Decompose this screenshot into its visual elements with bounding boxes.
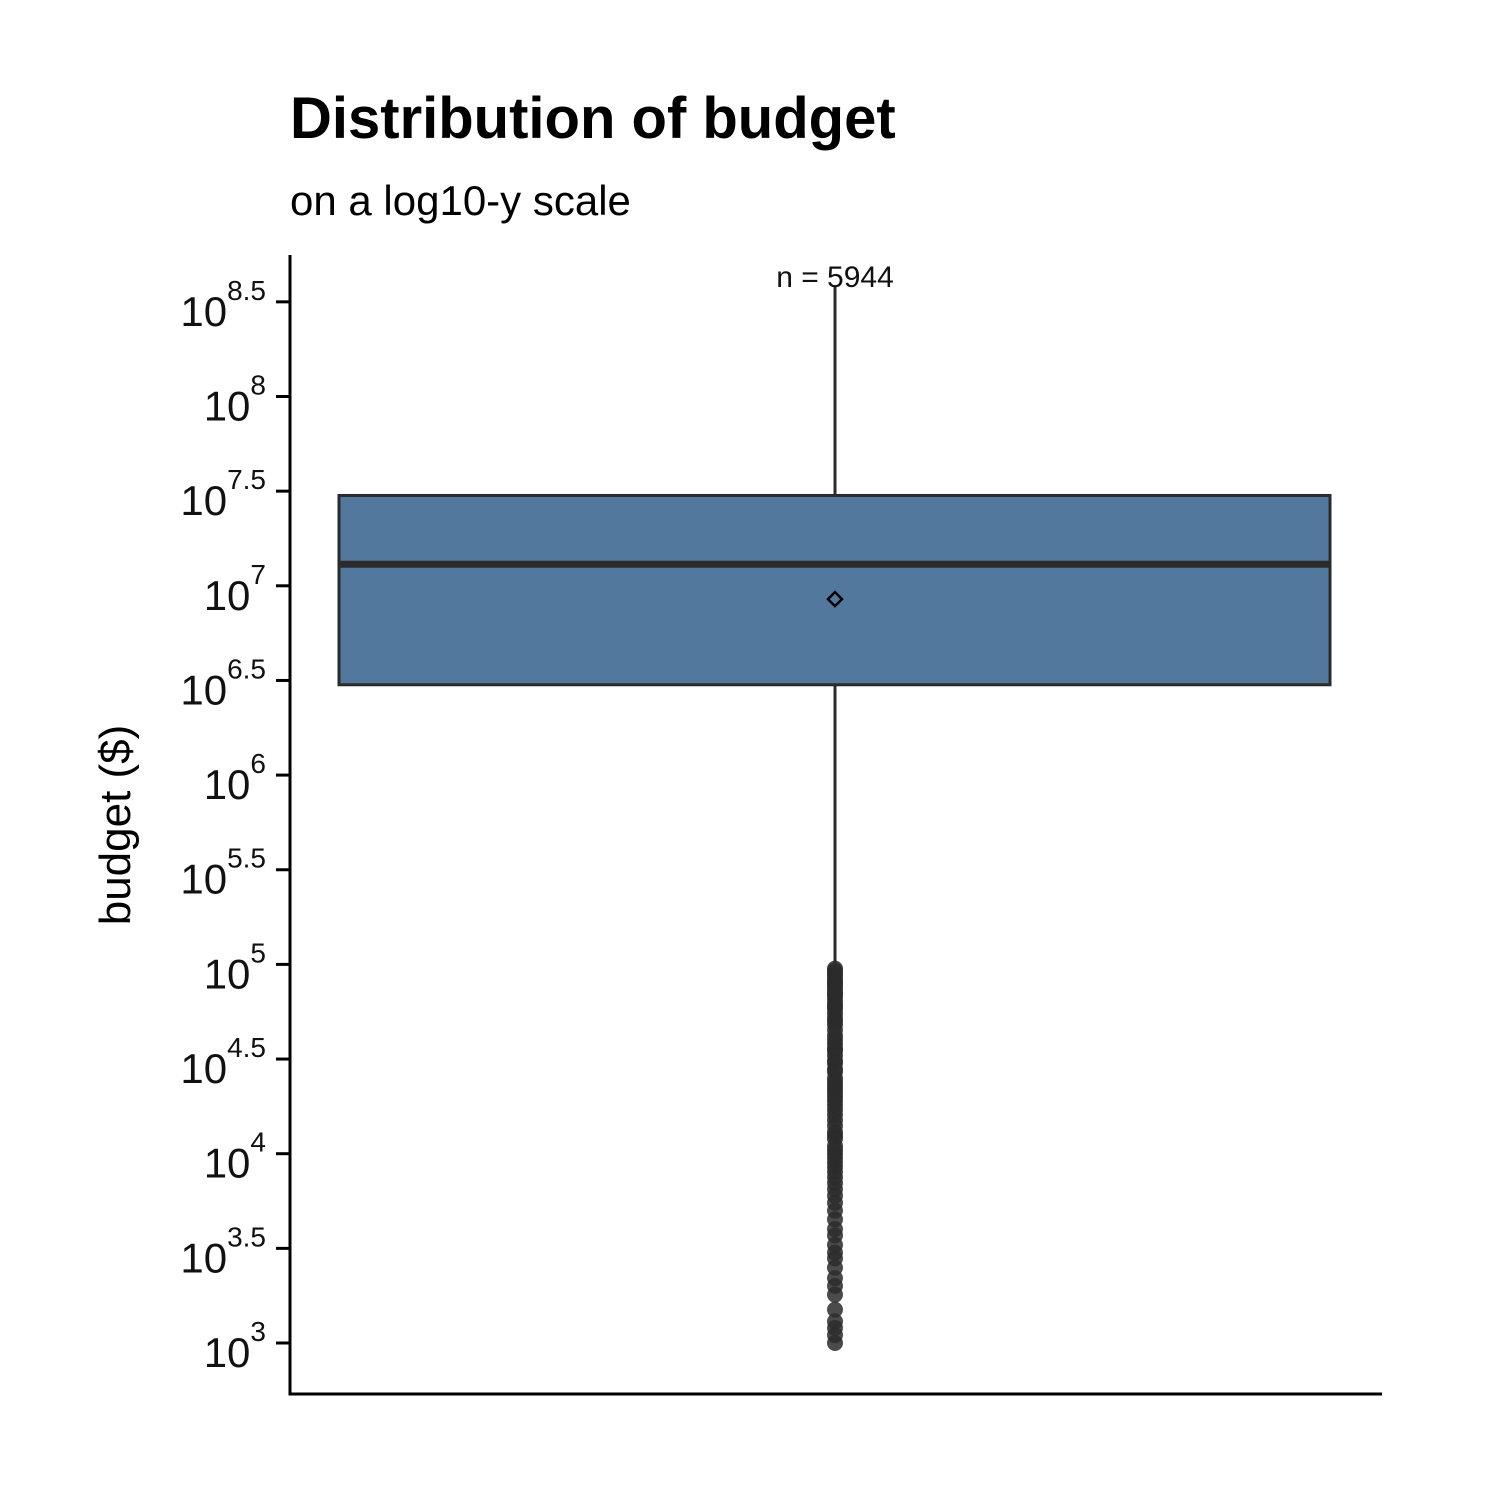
outlier-point — [827, 1301, 843, 1318]
y-tick-label: 105.5 — [180, 843, 266, 903]
y-tick-label: 104 — [204, 1127, 266, 1187]
plot-area: n = 5944 — [337, 261, 1332, 1351]
n-label: n = 5944 — [776, 261, 894, 294]
chart-subtitle: on a log10-y scale — [290, 177, 631, 224]
y-tick-label: 106.5 — [180, 653, 266, 713]
y-tick-label: 104.5 — [180, 1032, 266, 1092]
box-body — [337, 493, 1332, 687]
chart-title: Distribution of budget — [290, 86, 896, 151]
outlier-point — [827, 1286, 843, 1303]
y-axis-label: budget ($) — [91, 725, 140, 926]
y-tick-label: 103.5 — [180, 1221, 266, 1281]
outlier-point — [827, 1335, 843, 1351]
y-tick-label: 105 — [204, 937, 266, 997]
y-tick-label: 108 — [204, 370, 266, 430]
mean-marker — [826, 590, 844, 608]
y-tick-label: 107.5 — [180, 464, 266, 524]
y-tick-label: 103 — [204, 1316, 266, 1376]
y-tick-label: 107 — [204, 559, 266, 619]
y-axis-ticks: 103 103.5 104 104.5 105 105.5 106 106.5 107 107.5… — [180, 275, 290, 1376]
y-tick-label: 108.5 — [180, 275, 266, 335]
y-tick-label: 106 — [204, 748, 266, 808]
